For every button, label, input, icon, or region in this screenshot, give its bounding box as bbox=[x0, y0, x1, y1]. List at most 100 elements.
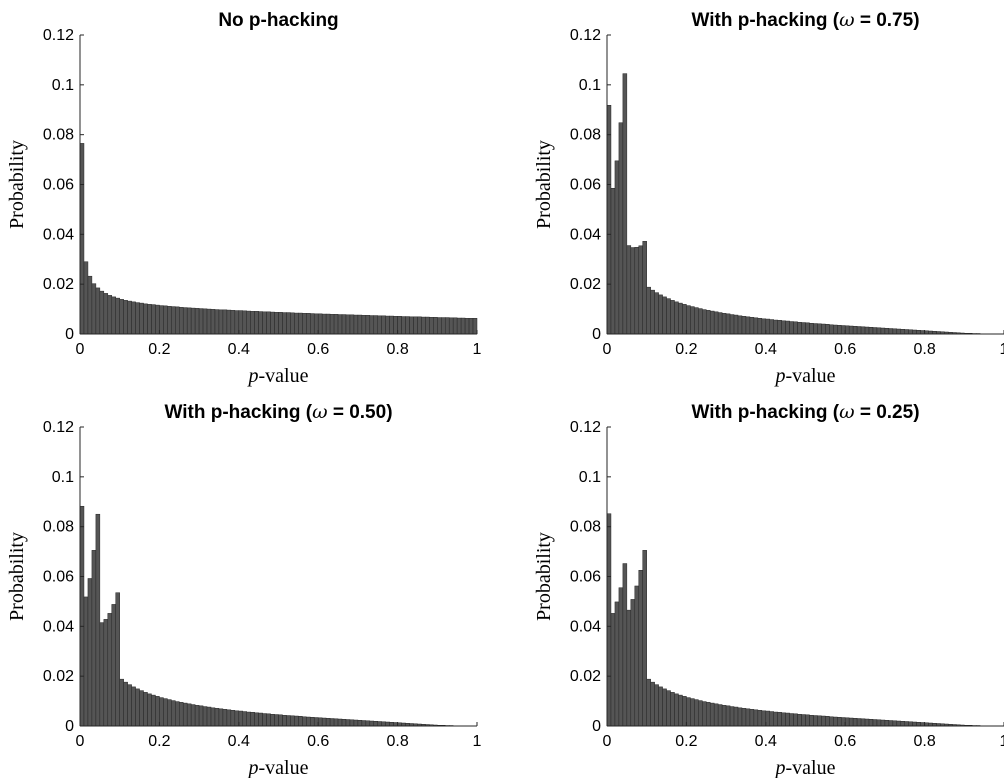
histogram-bar bbox=[821, 323, 826, 335]
histogram-bar bbox=[159, 305, 164, 335]
x-tick-label: 0 bbox=[76, 341, 85, 358]
histogram-bar bbox=[246, 310, 251, 335]
histogram-bar bbox=[317, 313, 323, 335]
histogram-bar bbox=[912, 329, 917, 335]
histogram-bar bbox=[900, 329, 906, 335]
histogram-bar bbox=[769, 319, 774, 335]
histogram-bar bbox=[666, 298, 671, 335]
y-tick-label: 0.04 bbox=[43, 226, 74, 243]
histogram-bar bbox=[638, 570, 643, 727]
histogram-bar bbox=[238, 710, 244, 727]
chart-title: With p-hacking (ω = 0.75) bbox=[691, 9, 919, 31]
y-tick-label: 0.1 bbox=[52, 77, 74, 94]
histogram-bar bbox=[294, 715, 299, 727]
histogram-bar bbox=[294, 312, 299, 335]
x-tick-label: 0.4 bbox=[755, 341, 777, 358]
histogram-bar bbox=[175, 701, 180, 727]
histogram-bar bbox=[860, 718, 866, 727]
histogram-bar bbox=[472, 318, 478, 335]
histogram-bar bbox=[733, 706, 739, 727]
x-tick-label: 0.2 bbox=[675, 341, 697, 358]
histogram-bar bbox=[618, 122, 624, 335]
histogram-bar bbox=[702, 701, 707, 727]
histogram-bar bbox=[717, 704, 723, 727]
x-tick-label: 0.8 bbox=[386, 733, 408, 750]
histogram-bar bbox=[266, 713, 271, 727]
histogram-bar bbox=[313, 717, 319, 727]
histogram-bar bbox=[674, 301, 679, 335]
histogram-bar bbox=[698, 308, 703, 335]
histogram-bar bbox=[761, 710, 767, 727]
histogram-bar bbox=[864, 326, 870, 335]
x-axis-label: p-value bbox=[247, 757, 309, 778]
histogram-bar bbox=[626, 609, 632, 727]
histogram-bar bbox=[749, 317, 755, 335]
x-axis-label-italic: p bbox=[247, 365, 259, 387]
y-tick-label: 0.06 bbox=[570, 177, 601, 194]
histogram-bar bbox=[757, 318, 763, 335]
histogram-bar bbox=[210, 707, 216, 727]
histogram-bar bbox=[313, 313, 319, 335]
histogram-bar bbox=[329, 314, 335, 335]
chart-title-suffix: = 0.75) bbox=[855, 10, 920, 31]
histogram-bar bbox=[127, 300, 132, 335]
histogram-bar bbox=[872, 719, 878, 727]
histogram-bar bbox=[179, 307, 184, 335]
x-tick-label: 0 bbox=[603, 341, 612, 358]
y-tick-label: 0 bbox=[592, 326, 601, 343]
y-tick-label: 0.04 bbox=[570, 226, 601, 243]
histogram-bar bbox=[262, 311, 267, 335]
x-tick-label: 0.8 bbox=[913, 733, 935, 750]
histogram-bar bbox=[83, 261, 89, 335]
histogram-bar bbox=[321, 717, 327, 727]
histogram-bar bbox=[789, 321, 794, 335]
histogram-bar bbox=[817, 715, 822, 727]
histogram-bar bbox=[733, 314, 739, 335]
histogram-bar bbox=[210, 309, 216, 335]
histogram-bar bbox=[238, 310, 244, 335]
histogram-bar bbox=[908, 329, 913, 335]
histogram-bar bbox=[214, 309, 220, 335]
histogram-bar bbox=[908, 721, 913, 727]
histogram-bar bbox=[805, 322, 810, 335]
histogram-bar bbox=[254, 712, 259, 727]
histogram-bar bbox=[278, 312, 283, 335]
histogram-bar bbox=[650, 289, 655, 335]
histogram-bar bbox=[741, 708, 747, 727]
histogram-bar bbox=[143, 303, 148, 335]
histogram-bar bbox=[634, 585, 640, 727]
histogram-bar bbox=[745, 316, 751, 335]
y-tick-label: 0.12 bbox=[43, 419, 74, 436]
histogram-bar bbox=[385, 315, 390, 335]
histogram-bar bbox=[234, 310, 240, 335]
histogram-bar bbox=[678, 302, 683, 335]
histogram-bar bbox=[904, 329, 909, 335]
histogram-bar bbox=[610, 613, 616, 727]
histogram-bar bbox=[107, 295, 113, 335]
y-axis-label: Probability bbox=[533, 140, 555, 229]
histogram-bar bbox=[757, 710, 763, 727]
histogram-bar bbox=[642, 241, 647, 335]
histogram-bar bbox=[868, 327, 874, 335]
histogram-bar bbox=[337, 718, 343, 727]
y-axis-label: Probability bbox=[533, 532, 555, 621]
x-axis-label: p-value bbox=[774, 757, 836, 778]
histogram-bar bbox=[361, 315, 367, 335]
histogram-bar bbox=[325, 718, 331, 727]
histogram-bar bbox=[892, 720, 898, 727]
histogram-panel-2: 0 0.02 0.04 0.06 0.08 0.1 0.12 0 0.2 0.4 0.6 0.8 1 Wi… bbox=[533, 9, 1004, 387]
histogram-bar bbox=[829, 324, 834, 335]
histogram-bar bbox=[666, 690, 671, 727]
histogram-bar bbox=[127, 684, 132, 727]
histogram-bar bbox=[302, 313, 307, 335]
histogram-bar bbox=[155, 304, 160, 335]
histogram-bar bbox=[393, 722, 398, 727]
histogram-bar bbox=[286, 312, 291, 335]
histogram-bar bbox=[837, 717, 842, 727]
histogram-bar bbox=[389, 315, 394, 335]
histogram-bar bbox=[218, 708, 224, 727]
histogram-bar bbox=[880, 327, 886, 335]
histogram-bar bbox=[753, 709, 759, 727]
y-tick-label: 0.02 bbox=[570, 668, 601, 685]
histogram-bar bbox=[119, 678, 124, 727]
